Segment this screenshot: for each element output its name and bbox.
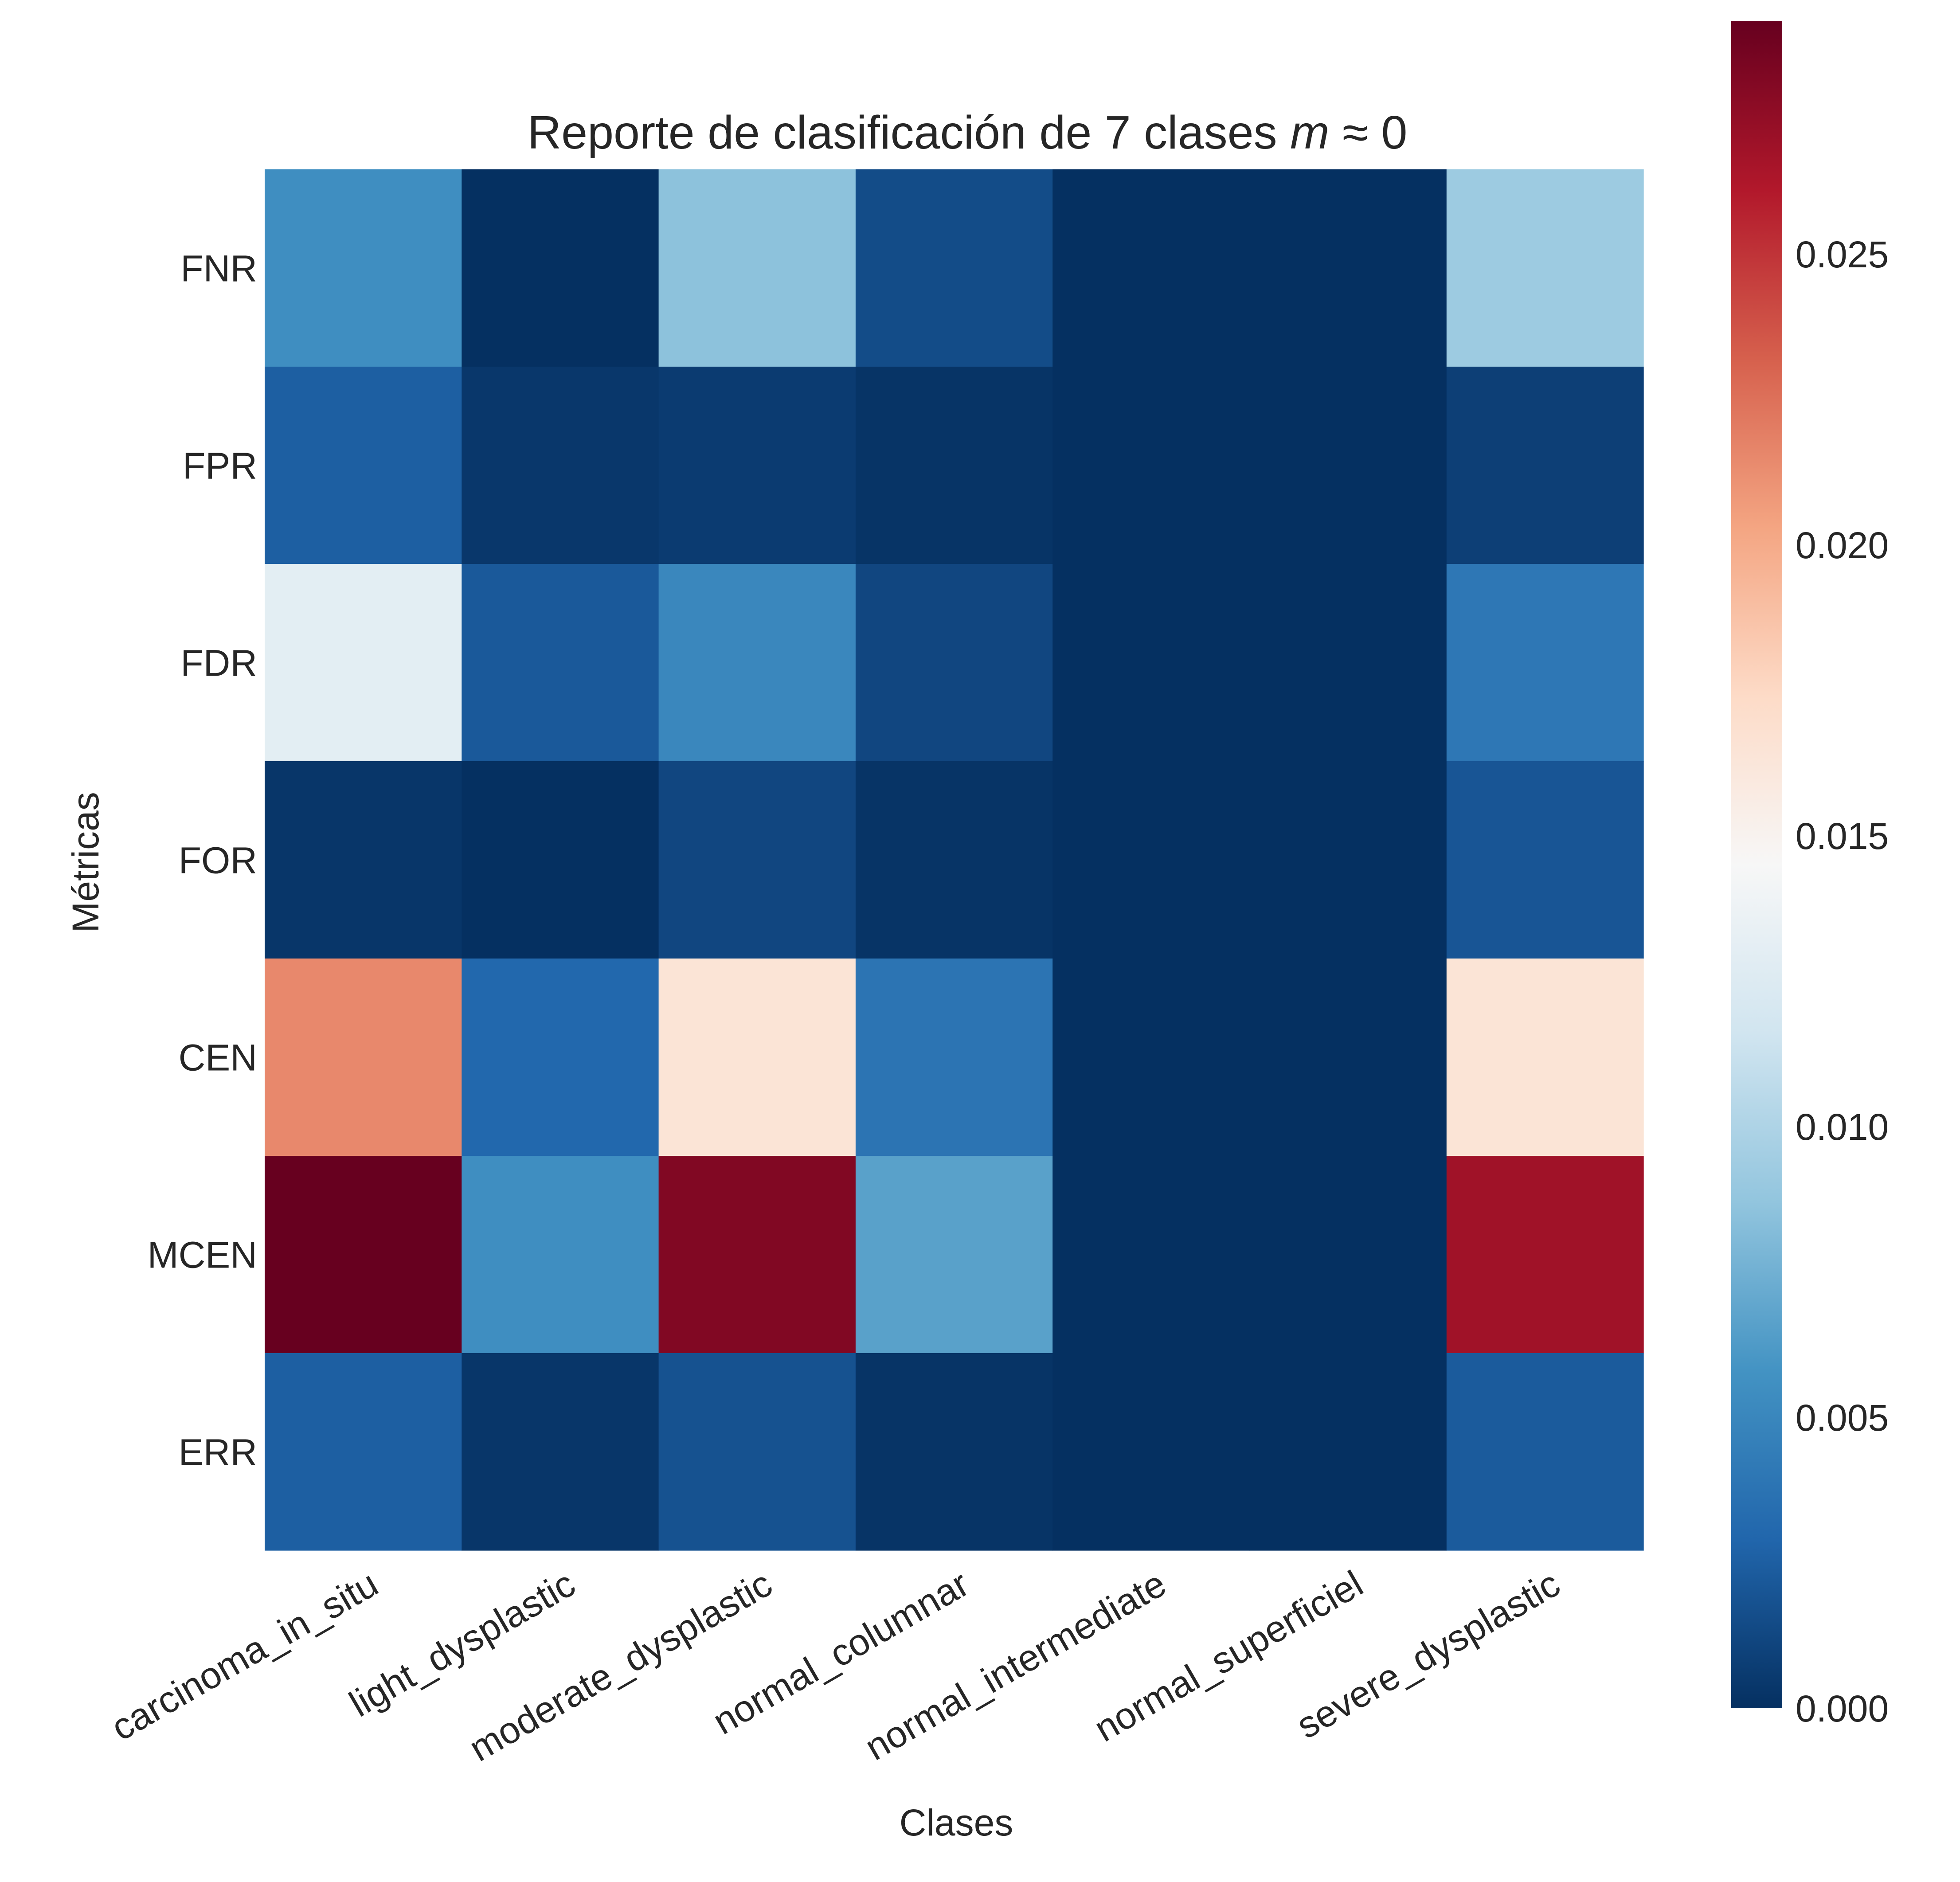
heatmap-cell xyxy=(1052,1156,1250,1354)
heatmap-cells xyxy=(265,169,1644,1551)
heatmap-cell xyxy=(265,564,462,762)
heatmap-cell xyxy=(855,564,1053,762)
heatmap-cell xyxy=(1052,959,1250,1156)
heatmap-cell xyxy=(1249,1156,1447,1354)
heatmap-cell xyxy=(265,761,462,959)
chart-title-math: m xyxy=(1290,106,1329,159)
heatmap-cell xyxy=(1446,761,1644,959)
heatmap-cell xyxy=(1446,169,1644,367)
heatmap-cell xyxy=(1249,761,1447,959)
heatmap-cell xyxy=(1052,564,1250,762)
chart-title-tail: ≈ 0 xyxy=(1329,106,1407,159)
heatmap-cell xyxy=(265,367,462,564)
heatmap-cell xyxy=(658,959,856,1156)
heatmap-cell xyxy=(855,367,1053,564)
heatmap-cell xyxy=(1249,564,1447,762)
x-tick-labels: carcinoma_in_situlight_dysplasticmoderat… xyxy=(104,1562,1567,1769)
colorbar-tick-label: 0.025 xyxy=(1796,234,1889,275)
heatmap-cell xyxy=(1249,959,1447,1156)
heatmap-cell xyxy=(855,1353,1053,1551)
heatmap-cell xyxy=(462,959,659,1156)
colorbar-tick-labels: 0.000 0.005 0.010 0.015 0.020 0.025 xyxy=(1796,234,1889,1729)
heatmap-cell xyxy=(1052,367,1250,564)
heatmap-cell xyxy=(265,169,462,367)
heatmap-cell xyxy=(1052,169,1250,367)
heatmap-cell xyxy=(855,1156,1053,1354)
heatmap-cell xyxy=(1446,564,1644,762)
heatmap-cell xyxy=(462,1353,659,1551)
heatmap-cell xyxy=(658,1156,856,1354)
y-tick-label: FNR xyxy=(180,248,257,290)
heatmap-cell xyxy=(1249,1353,1447,1551)
heatmap-cell xyxy=(462,169,659,367)
colorbar-tick-label: 0.010 xyxy=(1796,1106,1889,1148)
y-tick-labels: FNR FPR FDR FOR CEN MCEN ERR xyxy=(148,248,257,1473)
heatmap-cell xyxy=(265,1353,462,1551)
heatmap-cell xyxy=(1446,1156,1644,1354)
heatmap-cell xyxy=(265,1156,462,1354)
heatmap-cell xyxy=(855,761,1053,959)
heatmap-cell xyxy=(462,1156,659,1354)
heatmap-cell xyxy=(1052,1353,1250,1551)
heatmap-cell xyxy=(1052,761,1250,959)
heatmap-cell xyxy=(855,959,1053,1156)
colorbar-tick-label: 0.015 xyxy=(1796,815,1889,857)
heatmap-cell xyxy=(855,169,1053,367)
y-tick-label: FDR xyxy=(180,642,257,684)
heatmap-cell xyxy=(658,169,856,367)
heatmap-cell xyxy=(1446,959,1644,1156)
x-tick-label: carcinoma_in_situ xyxy=(104,1562,385,1749)
y-tick-label: MCEN xyxy=(148,1234,257,1276)
colorbar-tick-label: 0.005 xyxy=(1796,1397,1889,1439)
colorbar xyxy=(1731,21,1782,1708)
y-tick-label: FPR xyxy=(183,445,257,487)
heatmap-cell xyxy=(1446,1353,1644,1551)
heatmap-cell xyxy=(265,959,462,1156)
heatmap-cell xyxy=(658,564,856,762)
chart-title: Reporte de clasificación de 7 clases m ≈… xyxy=(528,106,1408,159)
y-axis-label: Métricas xyxy=(65,792,106,932)
chart-title-main: Reporte de clasificación de 7 clases xyxy=(528,106,1290,159)
heatmap-cell xyxy=(1249,367,1447,564)
heatmap-cell xyxy=(658,1353,856,1551)
colorbar-tick-label: 0.020 xyxy=(1796,524,1889,566)
y-tick-label: ERR xyxy=(179,1432,257,1473)
heatmap-cell xyxy=(658,761,856,959)
x-axis-label: Clases xyxy=(900,1802,1013,1843)
heatmap-cell xyxy=(462,761,659,959)
heatmap-cell xyxy=(462,367,659,564)
heatmap-cell xyxy=(658,367,856,564)
y-tick-label: FOR xyxy=(179,840,257,881)
colorbar-tick-label: 0.000 xyxy=(1796,1688,1889,1729)
heatmap-cell xyxy=(1249,169,1447,367)
heatmap-cell xyxy=(1446,367,1644,564)
heatmap-cell xyxy=(462,564,659,762)
y-tick-label: CEN xyxy=(179,1037,257,1079)
